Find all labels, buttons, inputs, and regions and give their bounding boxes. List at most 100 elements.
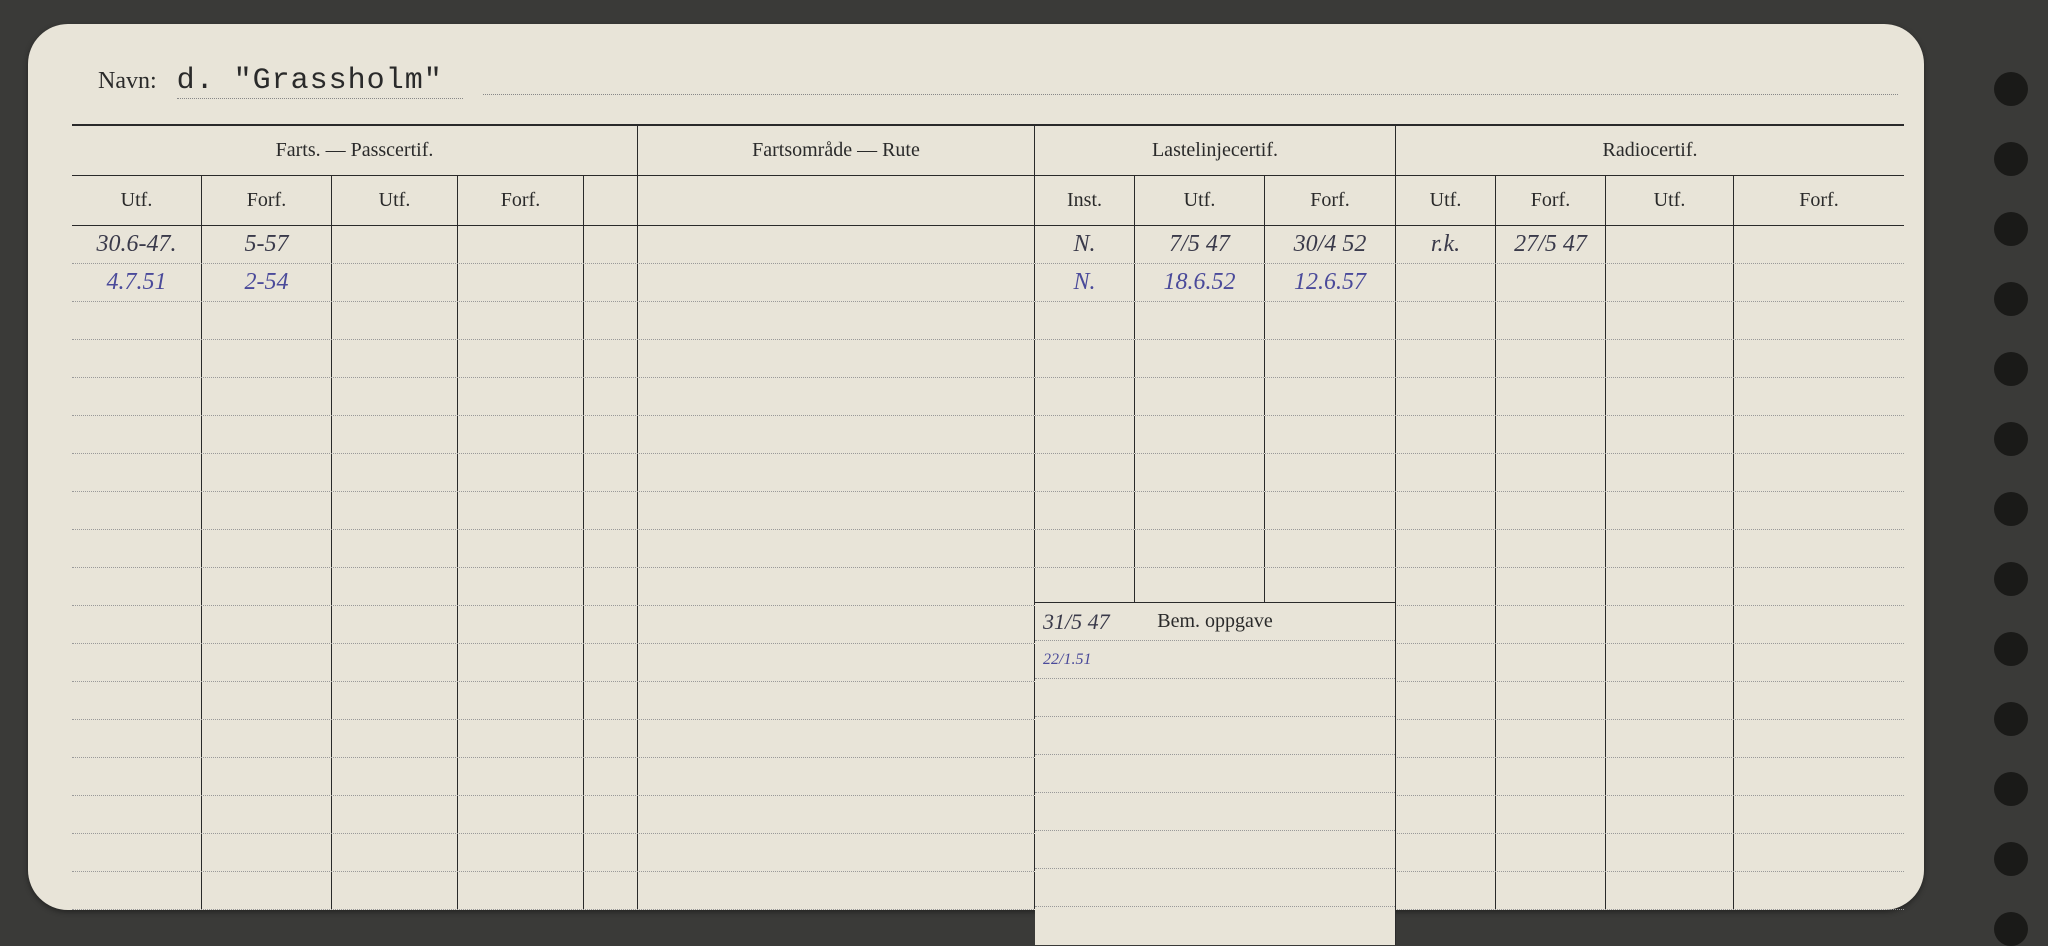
table-cell [1734,492,1904,529]
table-cell [332,834,458,871]
table-cell [202,492,332,529]
table-cell [1396,530,1496,567]
punch-hole [1994,702,2028,736]
table-row [72,568,1904,606]
table-row [72,834,1904,872]
table-cell [1496,796,1606,833]
table-cell [584,492,638,529]
table-cell [1496,530,1606,567]
table-cell: N. [1035,226,1135,263]
data-area: 30.6-47.5-57N.7/5 4730/4 52r.k.27/5 474.… [72,226,1904,926]
table-cell [72,720,202,757]
bem-row [1035,907,1395,945]
header-radio-utf: Utf. [1396,176,1496,225]
table-cell [72,530,202,567]
header-radio-utf2: Utf. [1606,176,1734,225]
table-cell [1396,568,1496,605]
header-farts-forf: Forf. [202,176,332,225]
table-cell [458,568,584,605]
table-cell [638,454,1035,491]
table-cell [1734,796,1904,833]
table-cell [1734,340,1904,377]
table-cell [332,226,458,263]
table-cell [1496,378,1606,415]
table-cell [638,226,1035,263]
table-cell [458,302,584,339]
table-cell [202,302,332,339]
table-cell [1606,226,1734,263]
table-cell [332,758,458,795]
punch-hole [1994,352,2028,386]
handwritten-value: 30/4 52 [1294,231,1367,258]
table-cell [1734,606,1904,643]
table-cell [332,302,458,339]
table-cell [1496,682,1606,719]
table-cell [1734,758,1904,795]
table-cell [332,796,458,833]
table-cell [202,834,332,871]
table-cell [1734,568,1904,605]
table-cell [1035,416,1135,453]
table-cell [1496,302,1606,339]
table-cell [458,530,584,567]
bem-row: 22/1.51 [1035,641,1395,679]
table-cell [1135,378,1265,415]
table-cell [584,226,638,263]
table-cell [1265,568,1396,605]
header-row-2: Utf. Forf. Utf. Forf. Inst. Utf. Forf. U… [72,176,1904,226]
table-cell [638,796,1035,833]
table-cell [638,568,1035,605]
table-cell [458,834,584,871]
table-cell: r.k. [1396,226,1496,263]
table-row [72,796,1904,834]
table-cell [458,264,584,301]
table-cell [584,796,638,833]
table-cell [1396,682,1496,719]
table-cell [1265,530,1396,567]
table-cell [72,416,202,453]
table-cell [638,758,1035,795]
table-cell [1734,264,1904,301]
header-radio: Radiocertif. [1396,126,1904,175]
table-cell [458,226,584,263]
bem-oppgave-box: 31/5 47 Bem. oppgave 22/1.51 [1035,602,1396,945]
punch-hole [1994,492,2028,526]
header-radio-forf: Forf. [1496,176,1606,225]
table-cell [458,682,584,719]
table-row: 4.7.512-54N.18.6.5212.6.57 [72,264,1904,302]
table-row [72,720,1904,758]
table-cell [332,872,458,909]
table-row [72,416,1904,454]
table-cell [584,758,638,795]
header-laste-utf: Utf. [1135,176,1265,225]
table-cell [1035,530,1135,567]
table-cell [72,644,202,681]
table-cell [332,416,458,453]
table-cell [584,682,638,719]
table-cell [1396,378,1496,415]
table-cell [584,568,638,605]
header-laste: Lastelinjecertif. [1035,126,1396,175]
header-row-1: Farts. — Passcertif. Fartsområde — Rute … [72,126,1904,176]
table-cell [332,530,458,567]
table-row [72,340,1904,378]
table-cell [332,606,458,643]
table-cell: 30.6-47. [72,226,202,263]
table-cell [1496,758,1606,795]
table-cell [202,796,332,833]
table-cell [1734,872,1904,909]
table-cell [1496,454,1606,491]
table-cell: N. [1035,264,1135,301]
table-cell [1135,302,1265,339]
table-cell [584,454,638,491]
handwritten-value: 5-57 [245,231,289,258]
header-radio-forf2: Forf. [1734,176,1904,225]
bem-row [1035,717,1395,755]
table-row [72,606,1904,644]
table-cell: 30/4 52 [1265,226,1396,263]
table-cell [1135,454,1265,491]
table-cell [202,416,332,453]
table-cell [638,644,1035,681]
table-cell [1606,644,1734,681]
punch-hole [1994,212,2028,246]
